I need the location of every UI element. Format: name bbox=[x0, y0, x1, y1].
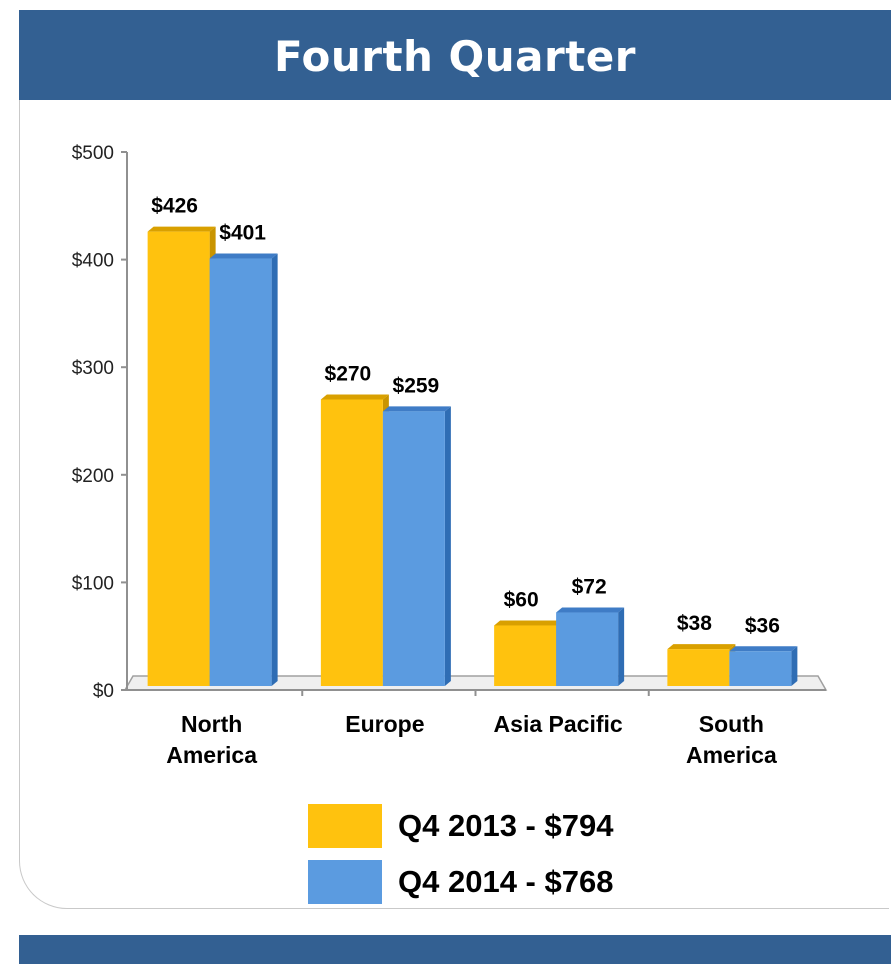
data-label: $60 bbox=[504, 588, 539, 611]
footer-bar bbox=[19, 935, 891, 964]
bar-side-1-1 bbox=[444, 406, 451, 686]
bar-0-3 bbox=[667, 649, 730, 686]
y-tick-label: $100 bbox=[72, 573, 114, 594]
legend-label-q4-2013: Q4 2013 - $794 bbox=[398, 808, 614, 843]
bar-side-1-3 bbox=[791, 646, 798, 686]
data-label: $426 bbox=[151, 195, 198, 218]
y-tick-label: $300 bbox=[72, 358, 114, 379]
data-label: $36 bbox=[745, 614, 780, 637]
bar-top-1-2 bbox=[556, 607, 625, 613]
data-label: $72 bbox=[572, 576, 607, 599]
y-tick-label: $0 bbox=[93, 681, 114, 702]
category-label: Europe bbox=[345, 711, 424, 737]
data-label: $270 bbox=[325, 362, 372, 385]
data-label: $401 bbox=[219, 222, 266, 245]
bar-top-1-1 bbox=[382, 406, 451, 412]
bar-1-0 bbox=[209, 258, 272, 686]
bar-side-1-0 bbox=[271, 253, 278, 687]
y-tick-label: $500 bbox=[72, 143, 114, 164]
page-title: Fourth Quarter bbox=[274, 32, 636, 81]
category-label: South bbox=[699, 711, 764, 737]
bar-top-1-3 bbox=[729, 646, 798, 652]
bar-0-2 bbox=[494, 625, 557, 686]
bar-top-1-0 bbox=[209, 253, 278, 259]
bar-top-0-1 bbox=[320, 394, 389, 400]
bar-1-2 bbox=[556, 612, 619, 686]
y-tick-label: $200 bbox=[72, 466, 114, 487]
bar-top-0-3 bbox=[667, 644, 736, 650]
data-label: $38 bbox=[677, 612, 712, 635]
data-label: $259 bbox=[393, 374, 440, 397]
legend-swatch-q4-2014 bbox=[308, 860, 382, 904]
y-tick-label: $400 bbox=[72, 251, 114, 272]
bar-top-0-0 bbox=[147, 226, 216, 232]
legend-swatch-q4-2013 bbox=[308, 804, 382, 848]
category-label: North bbox=[181, 711, 242, 737]
bar-1-1 bbox=[382, 411, 445, 686]
bar-1-3 bbox=[729, 651, 792, 686]
category-label: America bbox=[166, 742, 257, 768]
category-label: Asia Pacific bbox=[494, 711, 623, 737]
bar-side-1-2 bbox=[618, 607, 625, 686]
legend-label-q4-2014: Q4 2014 - $768 bbox=[398, 864, 614, 899]
bar-0-1 bbox=[320, 399, 383, 686]
bar-top-0-2 bbox=[494, 620, 563, 626]
title-banner: Fourth Quarter bbox=[19, 10, 891, 100]
bar-0-0 bbox=[147, 231, 210, 686]
category-label: America bbox=[686, 742, 777, 768]
